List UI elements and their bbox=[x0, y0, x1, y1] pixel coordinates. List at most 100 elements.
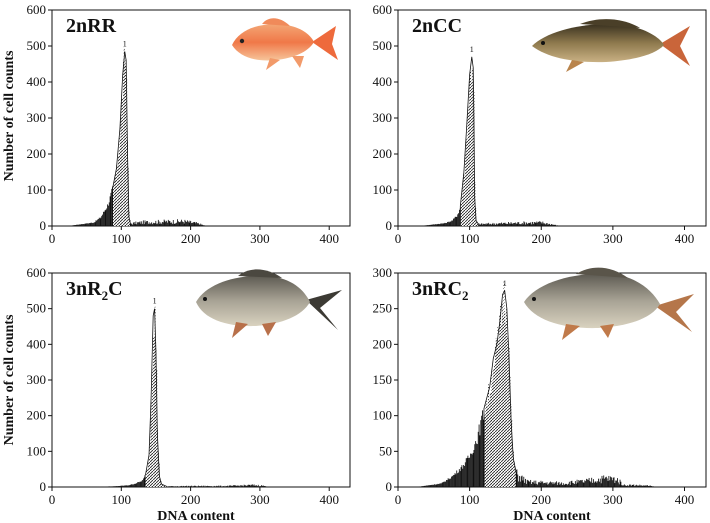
histogram-bar bbox=[582, 482, 584, 487]
histogram-bar bbox=[469, 457, 471, 487]
histogram-bar bbox=[465, 153, 466, 226]
histogram-bar bbox=[128, 485, 129, 487]
histogram-bar bbox=[145, 222, 147, 226]
histogram-bar bbox=[133, 222, 135, 226]
triploid-fish-a-image bbox=[196, 269, 342, 338]
histogram-bar bbox=[125, 58, 127, 227]
histogram-bar bbox=[434, 484, 436, 487]
histogram-bar bbox=[624, 485, 626, 487]
histogram-bar bbox=[496, 345, 498, 487]
peak-label: 1 bbox=[153, 297, 157, 306]
histogram-bar bbox=[431, 484, 433, 487]
peak-outline bbox=[144, 308, 167, 487]
histogram-bar bbox=[177, 486, 178, 487]
histogram-bar bbox=[512, 223, 514, 226]
histogram-bar bbox=[135, 221, 137, 226]
histogram-bar bbox=[162, 222, 164, 226]
histogram-bar bbox=[540, 480, 542, 487]
histogram-bar bbox=[201, 485, 203, 487]
histogram-bar bbox=[259, 486, 261, 487]
histogram-bar bbox=[637, 485, 639, 487]
histogram-bar bbox=[462, 468, 464, 487]
histogram-bar bbox=[103, 211, 104, 226]
histogram-bar bbox=[187, 220, 188, 226]
x-tick-label: 200 bbox=[181, 492, 201, 507]
histogram-bar bbox=[112, 486, 114, 487]
histogram-bar bbox=[141, 221, 143, 226]
histogram-bar bbox=[264, 486, 266, 487]
histogram-bar bbox=[122, 59, 124, 227]
histogram-bar bbox=[567, 484, 569, 487]
histogram-bar bbox=[444, 222, 446, 226]
histogram-bar bbox=[596, 482, 598, 487]
histogram-bar bbox=[437, 223, 439, 226]
histogram-bar bbox=[435, 484, 437, 487]
histogram-bar bbox=[621, 485, 623, 487]
panel-2nRR: 0 100 200 300 400 500 600 0 100 200 300 400 1 2nRR bbox=[27, 2, 351, 246]
histogram-bar bbox=[470, 453, 472, 487]
histogram-bar bbox=[98, 218, 99, 226]
histogram-bar bbox=[501, 301, 503, 487]
histogram-bar bbox=[544, 482, 546, 487]
histogram-bar bbox=[168, 486, 169, 487]
histogram-bar bbox=[430, 224, 432, 226]
histogram-bar bbox=[428, 485, 430, 487]
histogram-bar bbox=[163, 484, 164, 487]
panel-title: 2nCC bbox=[412, 15, 462, 37]
histogram-bar bbox=[242, 486, 244, 487]
histogram-bar bbox=[496, 224, 498, 226]
histogram-bar bbox=[468, 457, 470, 487]
y-tick-label: 300 bbox=[373, 265, 393, 280]
histogram-bar bbox=[198, 486, 200, 487]
histogram-bar bbox=[171, 222, 173, 226]
y-tick-label: 300 bbox=[27, 372, 47, 387]
histogram-bar bbox=[86, 223, 88, 226]
x-tick-label: 100 bbox=[112, 492, 132, 507]
histogram-bar bbox=[458, 213, 460, 226]
histogram-bar bbox=[622, 485, 624, 487]
histogram-bar bbox=[92, 223, 94, 226]
histogram-bar bbox=[495, 224, 496, 226]
histogram-bar bbox=[245, 485, 247, 487]
histogram-bar bbox=[165, 222, 167, 226]
histogram-bar bbox=[539, 482, 541, 487]
histogram-bar bbox=[635, 485, 636, 487]
histogram-bar bbox=[646, 485, 648, 487]
histogram-bar bbox=[537, 484, 538, 487]
histogram-bar bbox=[498, 223, 500, 226]
histogram-bar bbox=[468, 106, 470, 226]
histogram-bar bbox=[460, 467, 462, 487]
histogram-bar bbox=[184, 219, 186, 226]
histogram-bar bbox=[79, 224, 81, 226]
y-tick-label: 100 bbox=[27, 182, 47, 197]
histogram-bar bbox=[123, 485, 124, 487]
panel-3nR2C: 0 100 200 300 400 500 600 0 100 200 300 400 1 3nR2C bbox=[27, 265, 351, 507]
histogram-bar bbox=[443, 223, 445, 226]
histogram-bar bbox=[532, 223, 534, 226]
histogram-bar bbox=[494, 364, 495, 487]
histogram-bar bbox=[487, 223, 489, 226]
histogram-bar bbox=[501, 325, 502, 487]
histogram-bar bbox=[178, 222, 180, 226]
histogram-bar bbox=[430, 485, 432, 487]
histogram-bar bbox=[514, 222, 515, 226]
histogram-bar bbox=[462, 188, 464, 226]
histogram-bar bbox=[76, 224, 78, 226]
x-tick-label: 200 bbox=[532, 231, 552, 246]
histogram-bar bbox=[422, 486, 424, 487]
histogram-bar bbox=[466, 139, 468, 226]
histogram-bar bbox=[508, 222, 509, 226]
histogram-bar bbox=[541, 482, 543, 487]
histogram-bar bbox=[213, 485, 215, 487]
histogram-bar bbox=[179, 486, 181, 487]
x-tick-label: 100 bbox=[460, 492, 480, 507]
histogram-bar bbox=[197, 486, 198, 487]
histogram-bar bbox=[520, 224, 522, 226]
histogram-bar bbox=[224, 485, 226, 487]
histogram-bar bbox=[96, 220, 98, 226]
histogram-bar bbox=[557, 225, 558, 226]
histogram-bar bbox=[510, 404, 512, 487]
y-tick-label: 500 bbox=[27, 301, 47, 316]
histogram-bar bbox=[451, 220, 453, 226]
histogram-bar bbox=[120, 485, 122, 487]
